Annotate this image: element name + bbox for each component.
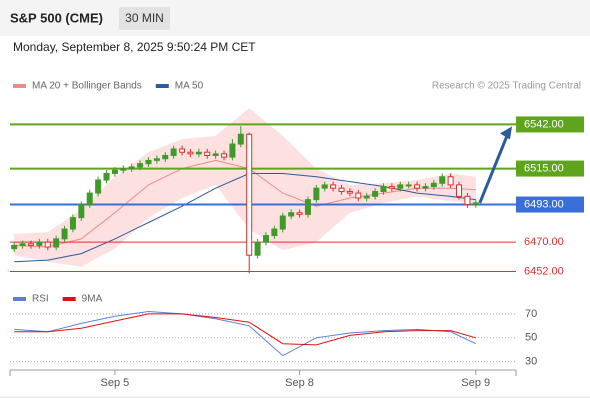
candle-body bbox=[170, 148, 177, 156]
level-box bbox=[516, 160, 584, 177]
candle-body bbox=[246, 133, 253, 256]
candle-body bbox=[11, 244, 18, 250]
level-box bbox=[516, 196, 584, 213]
y-tick-label: 50 bbox=[525, 332, 537, 344]
candle-body bbox=[346, 190, 353, 194]
candle-body bbox=[464, 195, 471, 206]
candle-body bbox=[472, 202, 479, 206]
candle-body bbox=[229, 143, 236, 158]
candle-body bbox=[212, 153, 219, 156]
x-tick-label: Sep 5 bbox=[101, 377, 130, 389]
legend-label: 9MA bbox=[82, 294, 103, 305]
candle-body bbox=[78, 204, 85, 219]
candle-body bbox=[237, 133, 244, 145]
candle-body bbox=[372, 190, 379, 197]
rsi-line bbox=[14, 310, 477, 357]
candle-body bbox=[221, 153, 228, 158]
legend-swatch bbox=[13, 297, 26, 301]
candle-body bbox=[19, 243, 26, 246]
candle-body bbox=[69, 217, 76, 230]
legend-swatch bbox=[13, 84, 26, 88]
legend-label: MA 50 bbox=[175, 81, 204, 92]
candle-body bbox=[195, 151, 202, 155]
candle-body bbox=[321, 184, 328, 189]
candle-body bbox=[422, 186, 429, 189]
candle-body bbox=[456, 184, 463, 197]
level-label: 6493.00 bbox=[524, 198, 564, 210]
candle-body bbox=[388, 186, 395, 189]
forecast-arrow bbox=[478, 132, 510, 204]
candle-body bbox=[262, 235, 269, 243]
candle-body bbox=[86, 192, 93, 206]
candle-body bbox=[397, 184, 404, 189]
credit: Research © 2025 Trading Central bbox=[432, 81, 581, 92]
legend-label: MA 20 + Bollinger Bands bbox=[32, 81, 142, 92]
candle-body bbox=[153, 158, 160, 161]
candle-body bbox=[111, 169, 118, 174]
arrow-head bbox=[500, 126, 512, 140]
candle-body bbox=[204, 151, 211, 156]
candle-body bbox=[128, 166, 135, 170]
candle-body bbox=[405, 184, 412, 187]
candle-body bbox=[44, 241, 51, 248]
candle-body bbox=[61, 228, 68, 240]
candle-body bbox=[363, 195, 370, 199]
candle-body bbox=[430, 182, 437, 188]
candle-body bbox=[447, 176, 454, 186]
candle-body bbox=[271, 228, 278, 237]
x-tick-label: Sep 8 bbox=[285, 377, 314, 389]
candle-body bbox=[414, 184, 421, 189]
x-tick-label: Sep 9 bbox=[461, 377, 490, 389]
interval-badge[interactable] bbox=[119, 7, 170, 30]
candle-body bbox=[304, 199, 311, 215]
candle-body bbox=[179, 148, 186, 153]
candle-body bbox=[187, 151, 194, 155]
subtitle: Monday, September 8, 2025 9:50:24 PM CET bbox=[13, 40, 256, 54]
interval[interactable]: 30 MIN bbox=[125, 11, 164, 25]
bollinger-band bbox=[14, 108, 476, 267]
candle-body bbox=[53, 238, 60, 248]
candle-body bbox=[355, 192, 362, 199]
candle-body bbox=[330, 184, 337, 189]
rsi-line bbox=[14, 313, 476, 346]
candle-body bbox=[380, 186, 387, 192]
legend-swatch bbox=[155, 84, 169, 88]
level-label: 6515.00 bbox=[524, 162, 564, 174]
chart-title: S&P 500 (CME) bbox=[10, 10, 103, 25]
candle-body bbox=[288, 212, 295, 217]
legend-label: RSI bbox=[32, 294, 49, 305]
candle-body bbox=[254, 241, 261, 256]
header-bar bbox=[0, 0, 590, 36]
candle-body bbox=[120, 168, 127, 171]
candle-body bbox=[162, 154, 169, 160]
candle-body bbox=[313, 187, 320, 201]
candle-body bbox=[296, 212, 303, 215]
candle-body bbox=[95, 179, 102, 194]
level-label: 6470.00 bbox=[524, 236, 564, 248]
legend-swatch bbox=[62, 297, 76, 301]
candle-body bbox=[137, 163, 144, 168]
candle-body bbox=[279, 215, 286, 230]
y-tick-label: 70 bbox=[525, 308, 537, 320]
candle-body bbox=[27, 243, 34, 246]
y-tick-label: 30 bbox=[525, 356, 537, 368]
candle-body bbox=[439, 176, 446, 184]
candle-body bbox=[103, 172, 110, 181]
level-label: 6542.00 bbox=[524, 118, 564, 130]
level-label: 6452.00 bbox=[524, 265, 564, 277]
candle-body bbox=[338, 187, 345, 192]
candle-body bbox=[36, 241, 43, 246]
level-box bbox=[516, 116, 584, 133]
candle-body bbox=[145, 159, 152, 165]
